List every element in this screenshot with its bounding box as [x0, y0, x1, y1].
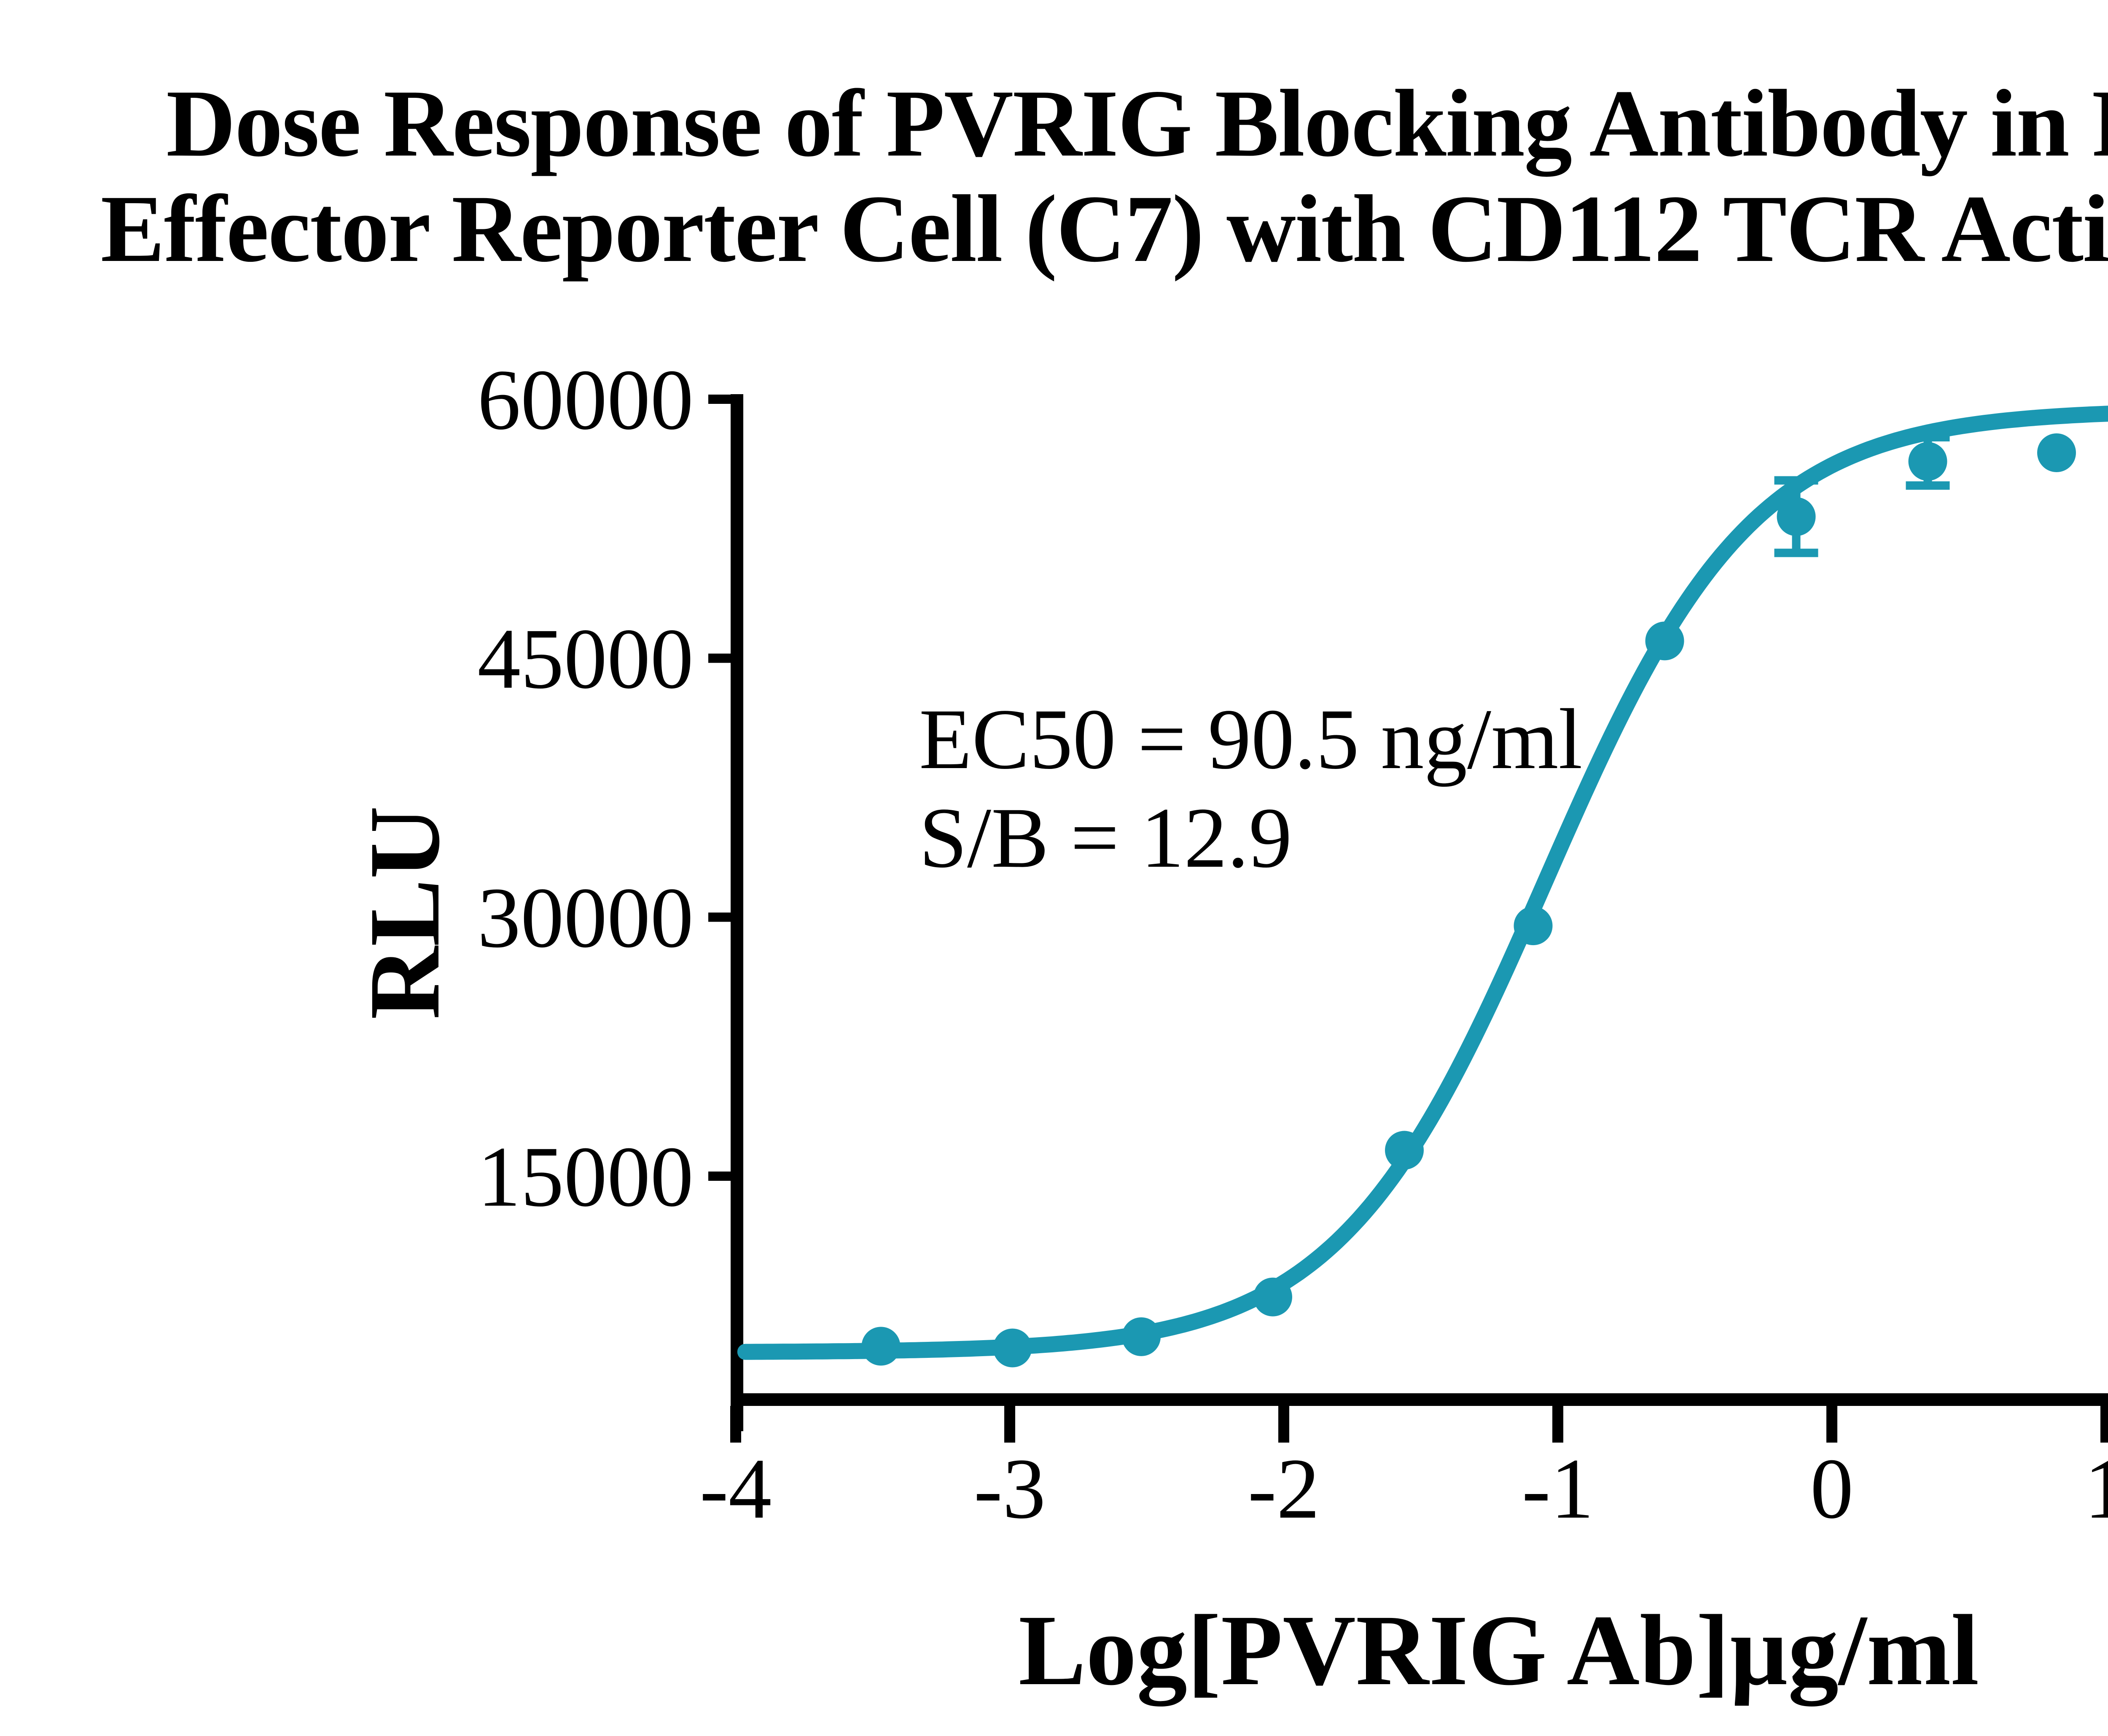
dose-response-curve [737, 406, 2108, 1360]
x-tick-label: -4 [700, 1441, 772, 1537]
x-tick-label: -1 [1522, 1441, 1594, 1537]
y-tick-label: 15000 [478, 1129, 694, 1225]
data-point-marker [1908, 442, 1947, 481]
data-point-marker [1122, 1317, 1161, 1356]
x-axis-title: Log[PVRIG Ab]µg/ml [1019, 1594, 1979, 1706]
chart-title: Dose Response of PVRIG Blocking Antibody… [0, 71, 2108, 282]
annotation-sb-ratio: S/B = 12.9 [919, 790, 1292, 886]
fit-curve-group [737, 406, 2108, 1360]
x-axis-ticks: -4 -3 -2 -1 0 1 [700, 1406, 2108, 1537]
chart-title-line1: Dose Response of PVRIG Blocking Antibody… [166, 70, 2108, 177]
x-tick-label: -2 [1248, 1441, 1320, 1537]
y-tick-label: 30000 [478, 870, 694, 966]
y-axis-title: RLU [348, 806, 460, 1020]
annotation-ec50: EC50 = 90.5 ng/ml [919, 691, 1582, 787]
data-points-group [861, 433, 2076, 1368]
data-point-marker [1253, 1277, 1292, 1317]
data-point-marker [861, 1327, 901, 1366]
data-point-marker [1385, 1131, 1424, 1170]
x-tick-label: 1 [2084, 1441, 2108, 1537]
y-tick-label: 60000 [478, 352, 694, 448]
data-point-marker [1777, 497, 1816, 536]
chart-title-line2: Effector Reporter Cell (C7) with CD112 T… [100, 176, 2108, 282]
data-point-marker [1645, 621, 1684, 661]
y-axis-ticks: 15000 30000 45000 60000 [478, 352, 732, 1225]
x-tick-label: -3 [974, 1441, 1046, 1537]
data-point-marker [2037, 433, 2076, 472]
data-point-marker [1514, 906, 1553, 946]
data-point-marker [993, 1328, 1032, 1368]
x-tick-label: 0 [1810, 1441, 1854, 1537]
y-tick-label: 45000 [478, 611, 694, 707]
